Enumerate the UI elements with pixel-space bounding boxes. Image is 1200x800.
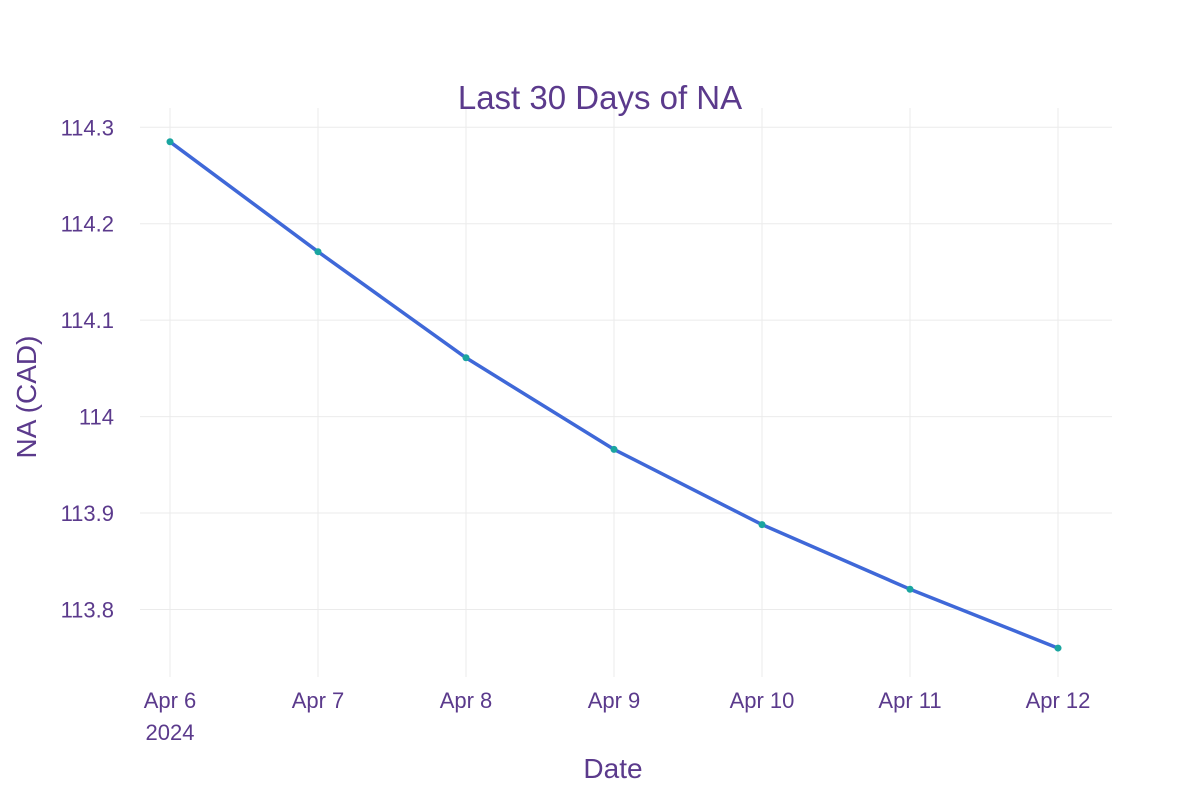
y-axis-ticks: 113.8 113.9 114 114.1 114.2 114.3 [61, 115, 114, 622]
y-tick-label: 113.9 [61, 501, 114, 526]
data-point[interactable] [462, 354, 470, 362]
x-tick-label: Apr 8 [440, 688, 493, 713]
x-tick-label: Apr 10 [730, 688, 795, 713]
chart-title: Last 30 Days of NA [458, 79, 742, 116]
y-tick-label: 114.1 [61, 308, 114, 333]
x-axis-title: Date [583, 753, 642, 784]
data-point[interactable] [906, 585, 914, 593]
data-point[interactable] [758, 521, 766, 529]
x-tick-label: Apr 12 [1026, 688, 1091, 713]
series-markers [166, 138, 1062, 652]
y-axis-title: NA (CAD) [11, 336, 42, 459]
data-point[interactable] [610, 445, 618, 453]
x-tick-label: Apr 7 [292, 688, 345, 713]
y-tick-label: 113.8 [61, 597, 114, 622]
data-point[interactable] [1054, 644, 1062, 652]
y-tick-label: 114 [79, 405, 114, 430]
grid-lines [140, 108, 1112, 677]
x-axis-ticks: Apr 6 Apr 7 Apr 8 Apr 9 Apr 10 Apr 11 Apr 12 20… [144, 688, 1091, 745]
data-point[interactable] [314, 248, 322, 256]
x-tick-label: Apr 6 [144, 688, 197, 713]
x-tick-label: Apr 9 [588, 688, 641, 713]
y-tick-label: 114.3 [61, 115, 114, 140]
x-tick-label: Apr 11 [878, 688, 941, 713]
y-tick-label: 114.2 [61, 212, 114, 237]
data-point[interactable] [166, 138, 174, 146]
x-tick-year-label: 2024 [146, 720, 195, 745]
